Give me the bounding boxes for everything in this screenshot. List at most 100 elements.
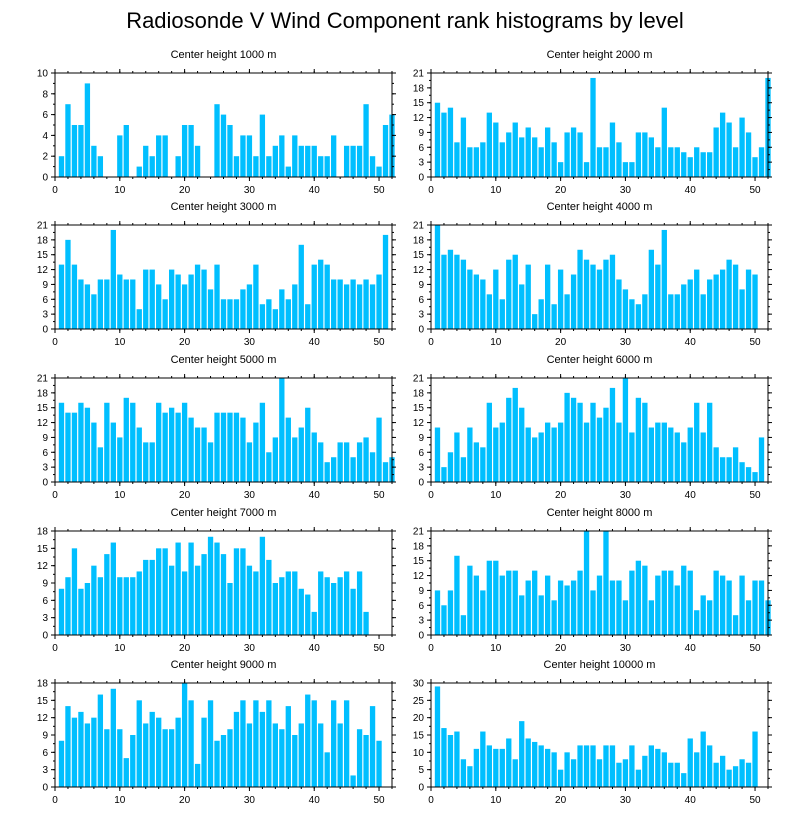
histogram-bar [661,229,667,329]
histogram-bar [596,147,603,177]
histogram-bar [564,132,570,177]
histogram-bar [331,700,337,787]
histogram-bar [713,447,719,482]
histogram-bar [648,745,655,787]
histogram-bar [441,112,447,177]
histogram-bar [493,122,499,177]
histogram-bar [253,264,259,329]
y-tick-label: 9 [418,586,424,597]
histogram-bar [175,717,181,787]
histogram-bar [661,570,667,635]
histogram-bar [726,457,732,482]
histogram-bar [629,745,635,787]
histogram-bar [629,299,635,329]
histogram-bar [369,706,376,787]
histogram-bar [752,274,758,329]
histogram-bar [311,264,317,329]
histogram-bar [331,135,337,177]
histogram-bar [298,244,304,329]
x-tick-label: 10 [114,185,126,196]
histogram-bar [168,565,175,635]
histogram-bar [519,284,525,329]
histogram-bar [337,279,343,329]
histogram-bar [499,422,505,482]
histogram-bar [318,571,324,635]
histogram-bar [629,432,635,482]
histogram-bar [240,700,246,787]
histogram-bar [84,284,91,329]
histogram-bar [266,299,272,329]
histogram-bar [376,274,382,329]
histogram-bar [629,570,635,635]
histogram-bar [318,442,324,482]
histogram-bar [661,422,667,482]
histogram-bar [622,378,629,482]
histogram-bar [616,142,622,177]
histogram-bar [130,735,136,787]
y-tick-label: 10 [37,69,49,80]
histogram-bar [616,279,622,329]
histogram-bar [512,759,518,787]
histogram-bar [382,462,389,482]
x-tick-label: 50 [749,643,761,654]
x-tick-label: 30 [244,185,256,196]
histogram-bar [311,145,317,177]
y-tick-label: 9 [42,731,48,742]
histogram-bar [104,402,110,482]
histogram-bar [272,583,279,635]
histogram-bar [175,542,181,635]
y-tick-label: 10 [413,748,425,759]
histogram-bar [84,407,91,482]
histogram-bar [719,269,726,329]
histogram-bar [324,752,330,787]
histogram-bar [739,289,745,329]
histogram-bar [369,452,376,482]
histogram-bar [266,700,272,787]
histogram-bar [117,135,123,177]
histogram-bar [570,397,577,482]
y-tick-label: 12 [413,418,425,429]
histogram-bar [194,145,201,177]
histogram-bar [246,284,253,329]
y-tick-label: 15 [37,403,49,414]
histogram-bar [201,269,207,329]
x-tick-label: 10 [490,337,502,348]
histogram-bar [305,145,311,177]
histogram-bar [661,107,667,177]
histogram-bar [188,417,194,482]
histogram-bar [752,472,758,482]
y-tick-label: 0 [418,173,424,184]
histogram-bar [305,304,311,329]
histogram-bar [577,249,583,329]
histogram-bar [454,254,460,329]
histogram-bar [123,577,129,635]
histogram-bar [732,264,739,329]
histogram-bar [447,735,454,787]
histogram-bar [719,575,726,635]
histogram-bar [343,284,350,329]
panel-title: Center height 1000 m [171,49,277,61]
histogram-bar [590,264,596,329]
histogram-bar [318,259,324,329]
histogram-panel: Center height 2000 m 0 3 6 9 12 15 18 21 0 10 20 30 4… [413,49,772,196]
histogram-bar [246,565,253,635]
histogram-bar [557,269,564,329]
x-tick-label: 40 [685,490,697,501]
histogram-bar [240,135,246,177]
x-tick-label: 30 [620,795,632,806]
y-tick-label: 0 [42,173,48,184]
histogram-bar [71,264,78,329]
x-tick-label: 10 [114,643,126,654]
histogram-bar [71,125,78,177]
histogram-bar [622,162,629,177]
histogram-bar [279,577,285,635]
y-tick-label: 21 [413,374,425,385]
histogram-bar [752,580,758,635]
histogram-bar [506,132,512,177]
x-tick-label: 30 [620,185,632,196]
histogram-bar [694,269,700,329]
histogram-panel: Center height 5000 m 0 3 6 9 12 15 18 21 0 10 20 30 4… [37,354,396,501]
x-tick-label: 50 [373,337,385,348]
histogram-bar [570,274,577,329]
x-tick-label: 30 [244,795,256,806]
